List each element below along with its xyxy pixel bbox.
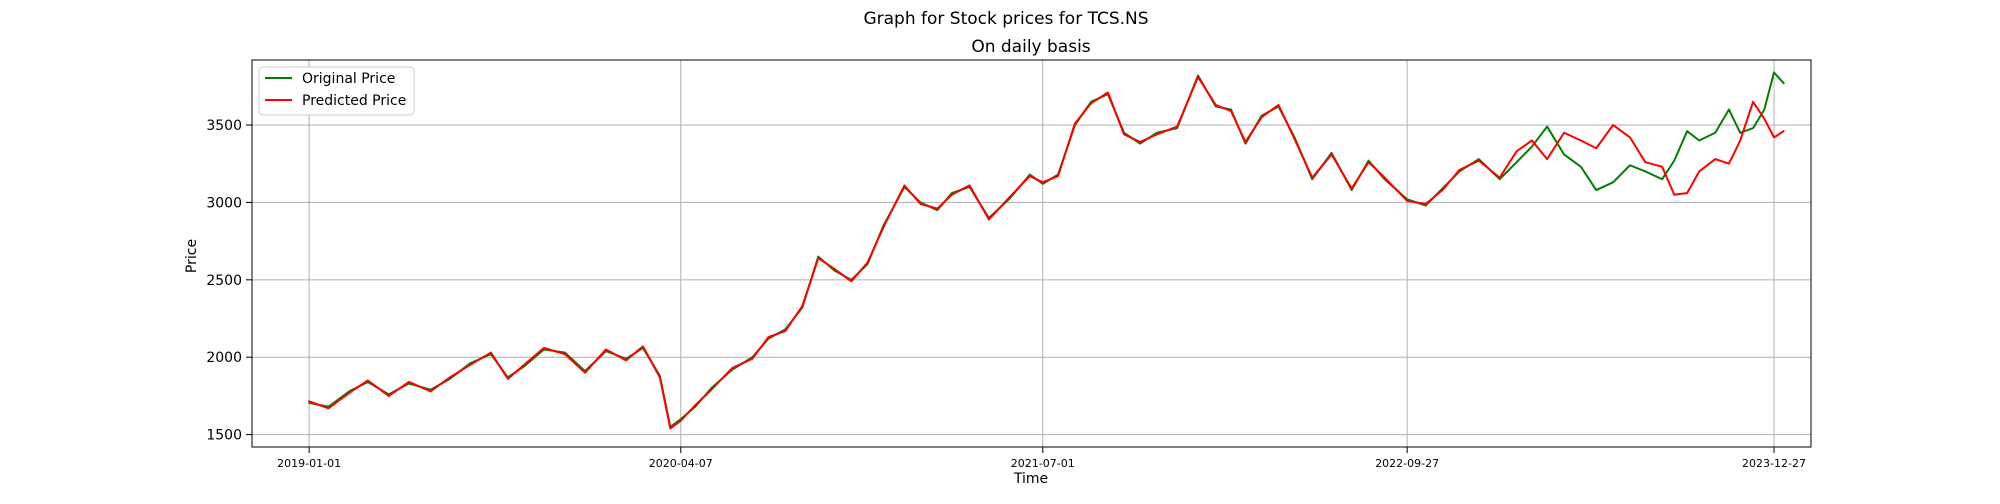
x-tick-label: 2022-09-27 bbox=[1375, 457, 1439, 470]
x-tick-label: 2019-01-01 bbox=[277, 457, 341, 470]
plot-layer bbox=[251, 59, 1812, 448]
grid-layer bbox=[252, 60, 1811, 447]
y-tick-label: 3000 bbox=[206, 195, 242, 211]
plot-frame bbox=[251, 59, 1812, 448]
series-layer bbox=[308, 71, 1785, 430]
plot-border bbox=[251, 59, 1812, 448]
x-tick-label: 2021-07-01 bbox=[1011, 457, 1075, 470]
x-tick-label: 2020-04-07 bbox=[649, 457, 713, 470]
y-tick-label: 3500 bbox=[206, 118, 242, 134]
chart-title: On daily basis bbox=[971, 37, 1090, 57]
series-line-predicted bbox=[308, 76, 1785, 430]
legend-label-predicted: Predicted Price bbox=[302, 93, 406, 109]
legend: Original Price Predicted Price bbox=[258, 66, 415, 116]
legend-label-original: Original Price bbox=[302, 71, 395, 87]
y-axis-label: Price bbox=[184, 239, 200, 273]
x-tick-label: 2023-12-27 bbox=[1742, 457, 1806, 470]
tick-layer: 2019-01-01 2020-04-07 2021-07-01 2022-09-27… bbox=[206, 118, 1806, 470]
y-tick-label: 1500 bbox=[206, 428, 242, 444]
y-tick-label: 2500 bbox=[206, 273, 242, 289]
y-tick-label: 2000 bbox=[206, 350, 242, 366]
legend-box bbox=[258, 66, 415, 116]
x-axis-label: Time bbox=[1013, 471, 1048, 487]
chart-suptitle: Graph for Stock prices for TCS.NS bbox=[863, 9, 1148, 29]
